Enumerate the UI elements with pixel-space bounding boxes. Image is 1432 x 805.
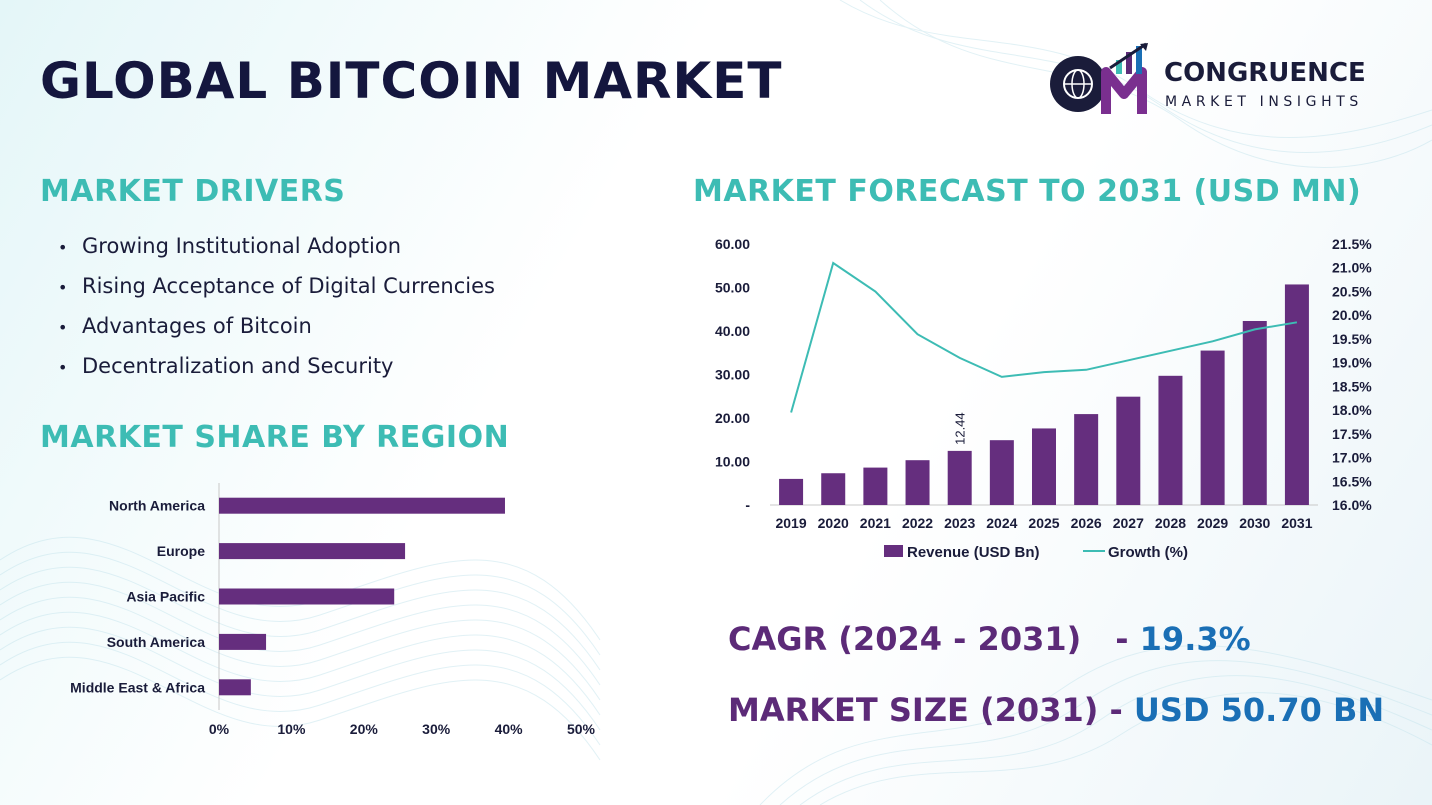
forecast-right-tick: 18.5% <box>1332 378 1372 394</box>
forecast-x-tick: 2023 <box>944 515 975 531</box>
forecast-right-tick: 17.0% <box>1332 450 1372 466</box>
forecast-bar <box>1032 428 1056 505</box>
forecast-x-tick: 2031 <box>1281 515 1312 531</box>
forecast-left-tick: 30.00 <box>715 367 750 383</box>
region-bar <box>219 633 267 650</box>
region-x-tick: 30% <box>422 721 451 737</box>
forecast-x-tick: 2030 <box>1239 515 1270 531</box>
forecast-bar <box>1242 320 1267 505</box>
forecast-bar <box>821 473 846 505</box>
forecast-right-tick: 17.5% <box>1332 426 1372 442</box>
bullet-icon: • <box>58 238 68 257</box>
forecast-right-tick: 16.5% <box>1332 473 1372 489</box>
driver-item: • Growing Institutional Adoption <box>58 228 495 268</box>
forecast-right-tick: 20.5% <box>1332 283 1372 299</box>
forecast-left-tick: 60.00 <box>715 236 750 252</box>
cagr-separator: - <box>1115 620 1140 658</box>
market-size-line: MARKET SIZE (2031) - USD 50.70 BN <box>728 691 1384 729</box>
forecast-bar <box>1284 284 1309 505</box>
forecast-left-tick: 10.00 <box>715 454 750 470</box>
forecast-left-tick: 20.00 <box>715 410 750 426</box>
forecast-bar <box>863 467 888 505</box>
region-bar <box>219 543 406 560</box>
driver-text: Rising Acceptance of Digital Currencies <box>82 274 495 298</box>
legend-revenue-swatch <box>884 545 903 557</box>
bullet-icon: • <box>58 318 68 337</box>
congruence-logo <box>1050 42 1148 114</box>
region-category-label: South America <box>107 634 205 650</box>
forecast-left-tick: 50.00 <box>715 280 750 296</box>
forecast-x-tick: 2019 <box>775 515 806 531</box>
forecast-x-tick: 2020 <box>818 515 849 531</box>
region-heading: MARKET SHARE BY REGION <box>40 420 510 455</box>
forecast-data-label: 12.44 <box>953 412 968 445</box>
forecast-bar <box>1200 350 1225 505</box>
region-bar <box>219 588 395 605</box>
forecast-bar <box>779 478 804 505</box>
region-x-tick: 20% <box>350 721 379 737</box>
region-category-label: Asia Pacific <box>126 589 205 605</box>
region-bar <box>219 497 505 514</box>
forecast-left-tick: - <box>745 497 750 513</box>
driver-text: Advantages of Bitcoin <box>82 314 312 338</box>
forecast-x-tick: 2026 <box>1071 515 1102 531</box>
region-category-label: North America <box>109 498 205 514</box>
forecast-x-tick: 2021 <box>860 515 891 531</box>
driver-item: • Rising Acceptance of Digital Currencies <box>58 268 495 308</box>
brand-name: CONGRUENCE <box>1164 58 1366 88</box>
forecast-right-tick: 21.5% <box>1332 236 1372 252</box>
forecast-right-tick: 19.0% <box>1332 355 1372 371</box>
bullet-icon: • <box>58 358 68 377</box>
region-x-tick: 0% <box>209 721 230 737</box>
brand-tagline: MARKET INSIGHTS <box>1165 94 1363 110</box>
forecast-x-tick: 2029 <box>1197 515 1228 531</box>
forecast-x-tick: 2022 <box>902 515 933 531</box>
forecast-x-tick: 2027 <box>1113 515 1144 531</box>
cagr-label: CAGR (2024 - 2031) <box>728 620 1082 658</box>
driver-text: Growing Institutional Adoption <box>82 234 402 258</box>
region-x-tick: 40% <box>495 721 524 737</box>
forecast-x-tick: 2025 <box>1028 515 1059 531</box>
driver-item: • Advantages of Bitcoin <box>58 308 495 348</box>
forecast-bar <box>989 440 1014 505</box>
driver-item: • Decentralization and Security <box>58 348 495 388</box>
forecast-right-tick: 16.0% <box>1332 497 1372 513</box>
forecast-x-tick: 2028 <box>1155 515 1186 531</box>
cagr-value: 19.3% <box>1139 620 1251 658</box>
legend-growth-label: Growth (%) <box>1108 544 1188 561</box>
drivers-list: • Growing Institutional Adoption • Rising … <box>58 228 495 388</box>
forecast-bar <box>1158 375 1183 505</box>
region-x-tick: 50% <box>567 721 596 737</box>
forecast-bar <box>905 460 930 505</box>
forecast-right-tick: 21.0% <box>1332 260 1372 276</box>
forecast-x-tick: 2024 <box>986 515 1017 531</box>
forecast-left-tick: 40.00 <box>715 323 750 339</box>
drivers-heading: MARKET DRIVERS <box>40 174 346 209</box>
forecast-bar <box>1074 414 1099 505</box>
growth-line <box>790 261 1298 413</box>
forecast-right-tick: 19.5% <box>1332 331 1372 347</box>
market-size-separator: - <box>1098 691 1134 729</box>
bullet-icon: • <box>58 278 68 297</box>
forecast-right-tick: 20.0% <box>1332 307 1372 323</box>
forecast-bar <box>1116 396 1141 505</box>
region-category-label: Europe <box>157 543 205 559</box>
region-bar <box>219 679 251 696</box>
region-category-label: Middle East & Africa <box>70 679 205 695</box>
page-title: GLOBAL BITCOIN MARKET <box>40 52 783 110</box>
forecast-heading: MARKET FORECAST TO 2031 (USD MN) <box>693 174 1362 209</box>
forecast-bar <box>947 450 972 505</box>
market-size-label: MARKET SIZE (2031) <box>728 691 1099 729</box>
driver-text: Decentralization and Security <box>82 354 394 378</box>
legend-revenue-label: Revenue (USD Bn) <box>907 544 1040 561</box>
market-size-value: USD 50.70 BN <box>1133 691 1385 729</box>
cagr-line: CAGR (2024 - 2031) - 19.3% <box>728 620 1251 658</box>
region-x-tick: 10% <box>277 721 306 737</box>
forecast-right-tick: 18.0% <box>1332 402 1372 418</box>
